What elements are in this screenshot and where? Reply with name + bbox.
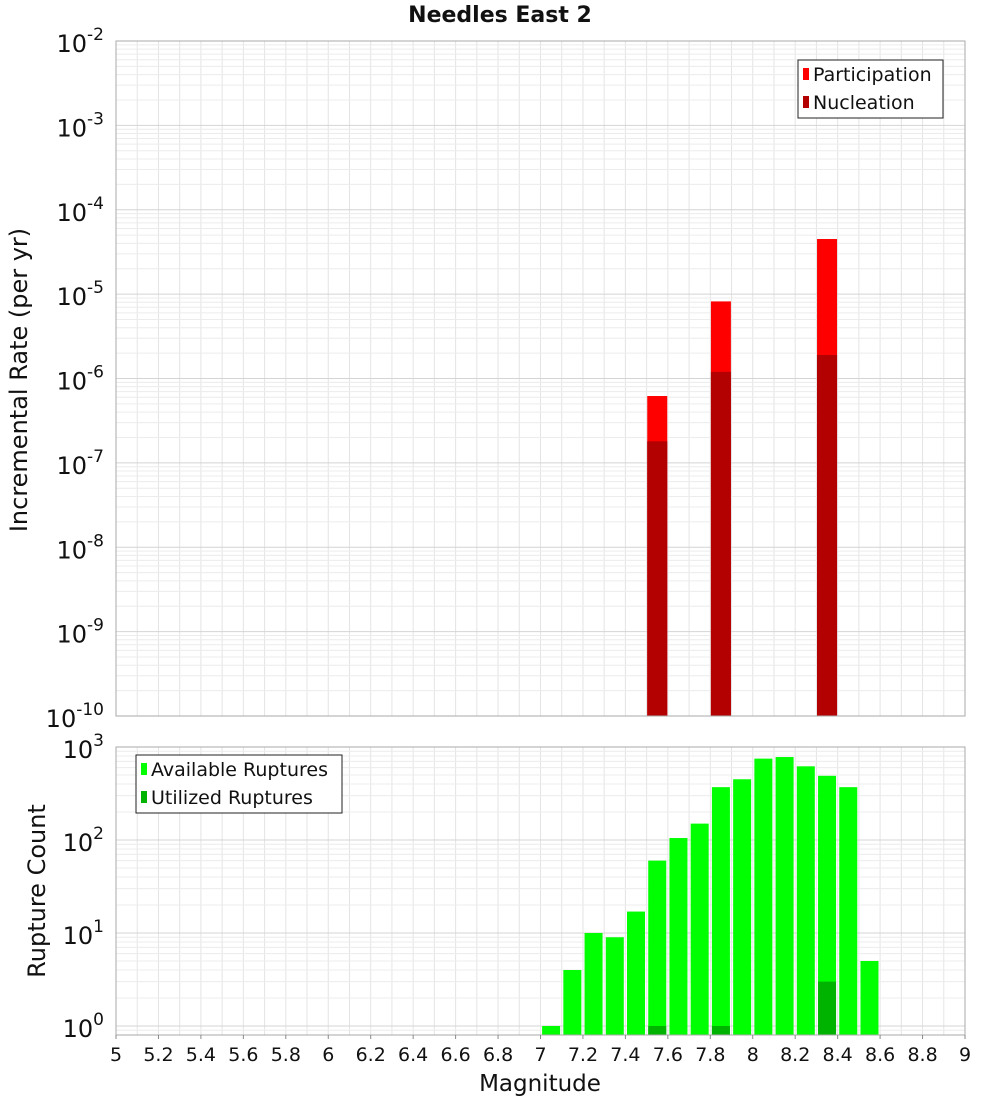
bar-nucleation xyxy=(710,371,731,716)
bottom-y-axis-label: Rupture Count xyxy=(23,804,51,978)
bar-available-ruptures xyxy=(796,766,815,1035)
y-tick-label: 10-5 xyxy=(57,278,105,311)
y-tick-label: 10-4 xyxy=(57,194,105,227)
y-tick-label: 10-6 xyxy=(57,363,105,396)
x-tick-label: 8 xyxy=(747,1044,759,1066)
x-tick-label: 5 xyxy=(110,1044,122,1066)
top-plot-frame xyxy=(115,40,966,717)
bar-available-ruptures xyxy=(775,757,794,1035)
x-tick-labels: 5 5.2 5.4 5.6 5.8 6 6.2 6.4 6.6 6.8 7 7.2 7.4 7.6 7.8 8… xyxy=(110,1035,971,1066)
bar-utilized-ruptures xyxy=(648,1025,667,1035)
top-y-axis-label: Incremental Rate (per yr) xyxy=(5,228,33,532)
y-tick-label: 10-10 xyxy=(46,700,104,733)
x-tick-label: 5.8 xyxy=(271,1044,301,1066)
x-tick-label: 8.2 xyxy=(780,1044,810,1066)
x-axis-label: Magnitude xyxy=(479,1071,601,1097)
legend-swatch xyxy=(803,96,809,108)
bar-available-ruptures xyxy=(605,937,624,1035)
legend-box xyxy=(797,59,944,119)
x-tick-label: 6.6 xyxy=(440,1044,470,1066)
chart-title: Needles East 2 xyxy=(408,3,592,28)
bar-utilized-ruptures xyxy=(711,1025,730,1035)
bar-available-ruptures xyxy=(818,775,837,1035)
bar-available-ruptures xyxy=(627,911,646,1035)
y-tick-label: 103 xyxy=(63,731,104,764)
x-tick-label: 9 xyxy=(959,1044,971,1066)
x-tick-label: 7 xyxy=(534,1044,546,1066)
x-tick-label: 7.4 xyxy=(610,1044,640,1066)
y-tick-label: 102 xyxy=(63,824,104,857)
bar-available-ruptures xyxy=(839,787,858,1035)
y-tick-label: 10-8 xyxy=(57,531,105,564)
legend-label: Nucleation xyxy=(813,92,915,114)
x-tick-label: 5.6 xyxy=(228,1044,258,1066)
x-tick-label: 5.4 xyxy=(186,1044,216,1066)
x-tick-label: 5.2 xyxy=(143,1044,173,1066)
bar-available-ruptures xyxy=(860,960,879,1035)
x-tick-label: 6.4 xyxy=(398,1044,428,1066)
x-tick-label: 7.8 xyxy=(695,1044,725,1066)
legend-box xyxy=(135,754,343,814)
y-tick-label: 10-9 xyxy=(57,616,105,649)
bar-nucleation xyxy=(817,354,838,716)
legend-swatch xyxy=(141,791,147,803)
bar-available-ruptures xyxy=(542,1025,561,1035)
y-tick-label: 100 xyxy=(63,1010,104,1043)
x-tick-label: 8.6 xyxy=(865,1044,895,1066)
bar-available-ruptures xyxy=(669,838,688,1035)
bar-nucleation xyxy=(647,441,668,716)
bar-available-ruptures xyxy=(690,823,709,1035)
bar-available-ruptures xyxy=(648,860,667,1035)
bar-available-ruptures xyxy=(754,758,773,1035)
x-tick-label: 7.6 xyxy=(653,1044,683,1066)
legend-swatch xyxy=(141,763,147,775)
bottom-available-bars xyxy=(542,757,879,1035)
top-legend: Participation Nucleation xyxy=(797,59,944,119)
y-tick-label: 10-7 xyxy=(57,447,105,480)
y-tick-label: 101 xyxy=(63,917,104,950)
x-tick-label: 7.2 xyxy=(568,1044,598,1066)
y-tick-label: 10-3 xyxy=(57,109,105,142)
bar-available-ruptures xyxy=(711,787,730,1035)
legend-label: Available Ruptures xyxy=(151,759,328,781)
x-tick-label: 6.2 xyxy=(356,1044,386,1066)
x-tick-label: 8.4 xyxy=(823,1044,853,1066)
top-nucleation-bars xyxy=(647,354,838,716)
top-y-tick-labels: 10-10 10-9 10-8 10-7 10-6 10-5 10-4 10-3 10-2 xyxy=(46,25,104,733)
bar-utilized-ruptures xyxy=(818,981,837,1035)
bar-available-ruptures xyxy=(584,932,603,1035)
top-grid xyxy=(115,41,966,717)
bar-available-ruptures xyxy=(563,969,582,1035)
y-tick-label: 10-2 xyxy=(57,25,105,58)
bar-available-ruptures xyxy=(733,779,752,1035)
legend-swatch xyxy=(803,68,809,80)
bottom-utilized-bars xyxy=(648,981,837,1035)
bottom-legend: Available Ruptures Utilized Ruptures xyxy=(135,754,343,814)
x-tick-label: 6 xyxy=(322,1044,334,1066)
x-tick-label: 6.8 xyxy=(483,1044,513,1066)
x-tick-label: 8.8 xyxy=(907,1044,937,1066)
legend-label: Utilized Ruptures xyxy=(151,787,313,809)
bottom-y-tick-labels: 100 101 102 103 xyxy=(63,731,104,1043)
legend-label: Participation xyxy=(813,64,932,86)
